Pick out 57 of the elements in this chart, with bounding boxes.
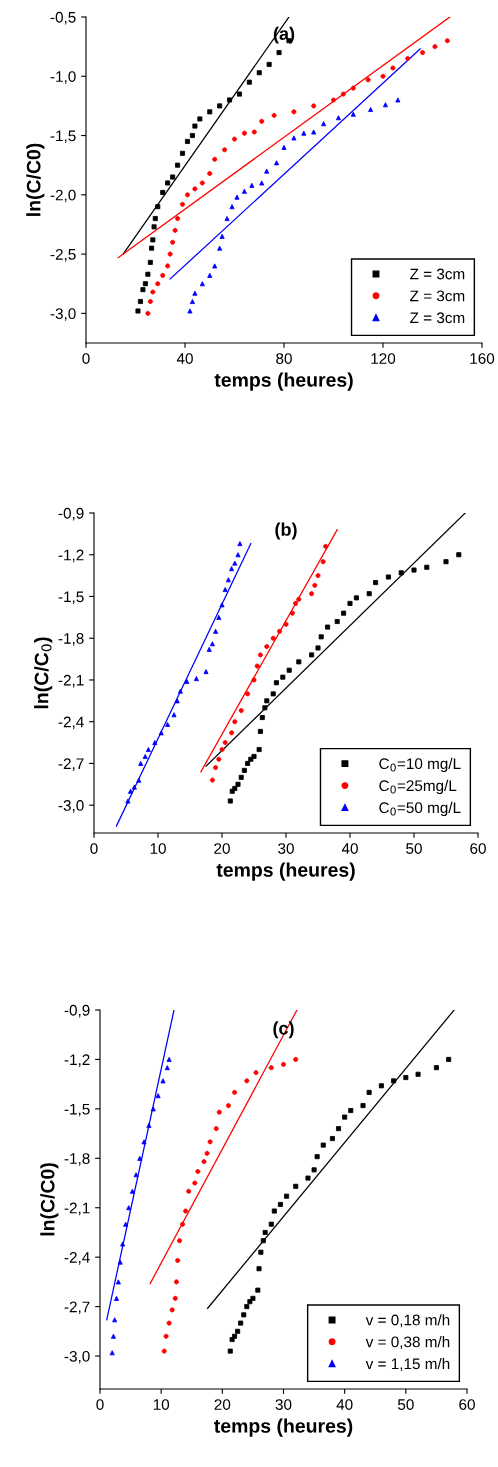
x-tick-label: 10 xyxy=(150,843,166,854)
y-tick-label: -2,7 xyxy=(64,1301,90,1315)
x-axis-title: temps (heures) xyxy=(216,862,355,881)
y-tick-label: -3,0 xyxy=(50,308,76,321)
legend-label: Z = 3cm xyxy=(410,290,465,302)
chart-title: (b) xyxy=(275,522,297,540)
y-tick-label: -1,2 xyxy=(64,1054,90,1067)
x-axis-title: temps (heures) xyxy=(214,1418,353,1437)
legend-label: C$_{0}$=25mg/L xyxy=(379,779,457,795)
y-tick-label: -2,7 xyxy=(58,758,84,771)
y-tick-label: -2,4 xyxy=(58,716,84,730)
y-tick-label: -1,5 xyxy=(50,130,76,144)
x-tick-label: 10 xyxy=(153,1399,170,1410)
x-tick-label: 60 xyxy=(459,1399,475,1410)
y-tick-label: -3,0 xyxy=(58,800,84,813)
x-tick-label: 40 xyxy=(341,843,358,854)
y-tick-label: -1,8 xyxy=(58,633,84,646)
y-tick-label: -0,9 xyxy=(58,507,84,521)
y-tick-label: -1,2 xyxy=(58,549,84,563)
y-tick-label: -1,5 xyxy=(64,1103,90,1117)
x-tick-label: 80 xyxy=(276,353,292,364)
x-tick-label: 50 xyxy=(406,843,422,854)
x-tick-label: 20 xyxy=(214,843,230,854)
x-tick-label: 160 xyxy=(470,353,495,364)
legend-label: v = 0,18 m/h xyxy=(365,1314,450,1328)
y-tick-label: -2,5 xyxy=(50,248,76,262)
y-tick-label: -2,4 xyxy=(64,1252,90,1265)
legend-label: Z = 3cm xyxy=(410,268,465,280)
y-tick-label: -2,0 xyxy=(50,189,76,203)
legend-label: v = 1,15 m/h xyxy=(365,1357,450,1371)
x-tick-label: 0 xyxy=(90,843,98,854)
y-axis-title: ln(C/C0) xyxy=(40,1163,59,1236)
x-tick-label: 60 xyxy=(470,843,486,854)
legend-label: C$_{0}$=10 mg/L xyxy=(379,757,461,773)
y-tick-label: -1,5 xyxy=(58,591,84,604)
legend-label: v = 0,38 m/h xyxy=(365,1336,450,1350)
y-axis-title: ln(C/C$_{0}$) xyxy=(34,637,53,709)
x-tick-label: 0 xyxy=(82,353,90,364)
x-tick-label: 50 xyxy=(397,1399,414,1410)
x-tick-label: 40 xyxy=(176,353,193,364)
legend-label: Z = 3cm xyxy=(410,312,465,324)
y-axis-title: ln(C/C0) xyxy=(26,143,45,216)
x-tick-label: 20 xyxy=(214,1399,231,1410)
x-tick-label: 40 xyxy=(336,1399,353,1410)
x-axis-title: temps (heures) xyxy=(214,372,353,391)
x-tick-label: 0 xyxy=(96,1399,104,1410)
legend-label: C$_{0}$=50 mg/L xyxy=(379,801,461,817)
y-tick-label: -2,1 xyxy=(58,674,84,688)
x-tick-label: 30 xyxy=(278,843,294,854)
x-tick-label: 120 xyxy=(371,353,396,364)
y-tick-label: -3,0 xyxy=(64,1350,90,1364)
y-tick-label: -1,8 xyxy=(64,1153,90,1166)
y-tick-label: -1,0 xyxy=(50,71,76,84)
y-tick-label: -0,9 xyxy=(64,1004,90,1018)
y-tick-label: -2,1 xyxy=(64,1202,90,1216)
x-tick-label: 30 xyxy=(275,1399,292,1410)
y-tick-label: -0,5 xyxy=(50,11,76,25)
